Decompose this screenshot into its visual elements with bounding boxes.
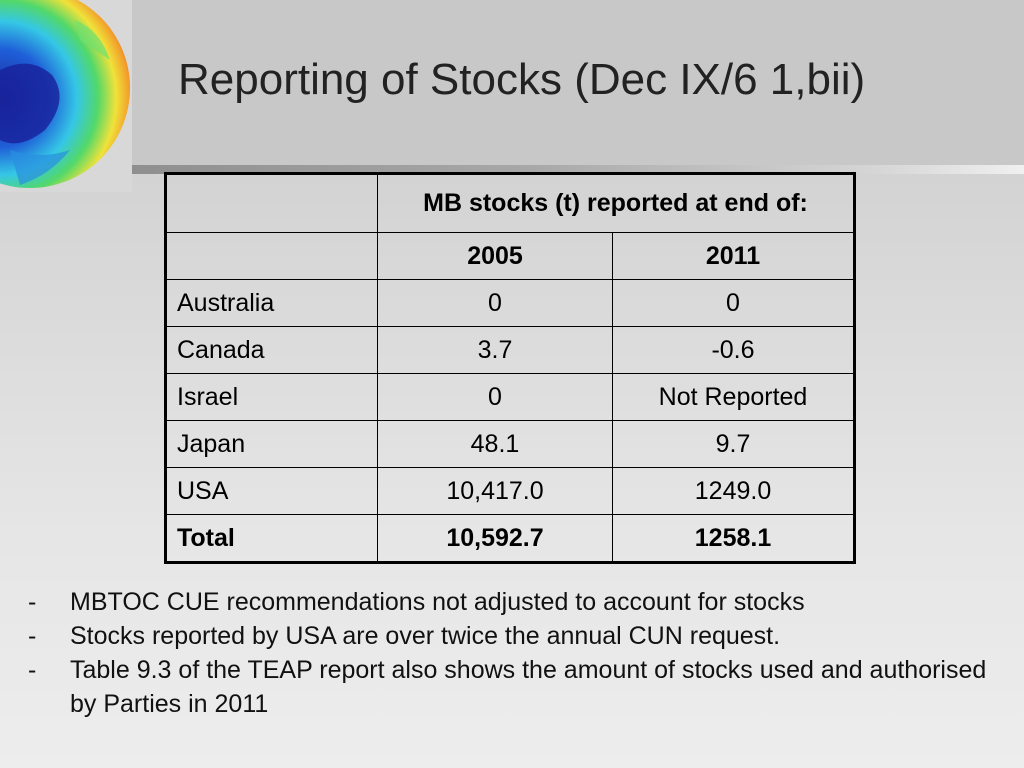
group-header: MB stocks (t) reported at end of: xyxy=(377,173,855,233)
party-cell: Japan xyxy=(165,420,378,468)
list-item: - MBTOC CUE recommendations not adjusted… xyxy=(28,585,998,619)
value-2011-cell: 9.7 xyxy=(612,420,855,468)
total-2005-cell: 10,592.7 xyxy=(377,514,613,563)
table-row: Australia 0 0 xyxy=(165,279,855,327)
table-corner-cell xyxy=(165,173,378,233)
note-text: Stocks reported by USA are over twice th… xyxy=(70,622,781,650)
slide-title: Reporting of Stocks (Dec IX/6 1,bii) xyxy=(178,55,866,104)
ozone-globe-image xyxy=(0,0,132,192)
table-corner-cell xyxy=(165,232,378,280)
column-header-2011: 2011 xyxy=(612,232,855,280)
party-cell: USA xyxy=(165,467,378,515)
value-2011-cell: -0.6 xyxy=(612,326,855,374)
list-item: - Table 9.3 of the TEAP report also show… xyxy=(28,653,998,721)
value-2005-cell: 3.7 xyxy=(377,326,613,374)
party-cell: Australia xyxy=(165,279,378,327)
value-2005-cell: 0 xyxy=(377,279,613,327)
notes-list: - MBTOC CUE recommendations not adjusted… xyxy=(28,585,998,721)
value-2005-cell: 10,417.0 xyxy=(377,467,613,515)
note-text: Table 9.3 of the TEAP report also shows … xyxy=(70,656,987,718)
value-2011-cell: 0 xyxy=(612,279,855,327)
note-text: MBTOC CUE recommendations not adjusted t… xyxy=(70,588,805,616)
total-label-cell: Total xyxy=(165,514,378,563)
table-year-row: 2005 2011 xyxy=(165,232,855,280)
table-row: USA 10,417.0 1249.0 xyxy=(165,467,855,515)
value-2011-cell: Not Reported xyxy=(612,373,855,421)
list-item: - Stocks reported by USA are over twice … xyxy=(28,619,998,653)
total-2011-cell: 1258.1 xyxy=(612,514,855,563)
table-row: Japan 48.1 9.7 xyxy=(165,420,855,468)
column-header-2005: 2005 xyxy=(377,232,613,280)
table-row: Israel 0 Not Reported xyxy=(165,373,855,421)
value-2005-cell: 48.1 xyxy=(377,420,613,468)
party-cell: Israel xyxy=(165,373,378,421)
table-row: Canada 3.7 -0.6 xyxy=(165,326,855,374)
table-header-row: MB stocks (t) reported at end of: xyxy=(165,173,855,233)
value-2005-cell: 0 xyxy=(377,373,613,421)
header-rule xyxy=(132,165,1024,174)
bullet-dash: - xyxy=(28,656,37,684)
bullet-dash: - xyxy=(28,588,37,616)
bullet-dash: - xyxy=(28,622,37,650)
stocks-table: MB stocks (t) reported at end of: 2005 2… xyxy=(164,172,856,564)
table-total-row: Total 10,592.7 1258.1 xyxy=(165,514,855,563)
value-2011-cell: 1249.0 xyxy=(612,467,855,515)
header-band xyxy=(0,0,1024,168)
party-cell: Canada xyxy=(165,326,378,374)
